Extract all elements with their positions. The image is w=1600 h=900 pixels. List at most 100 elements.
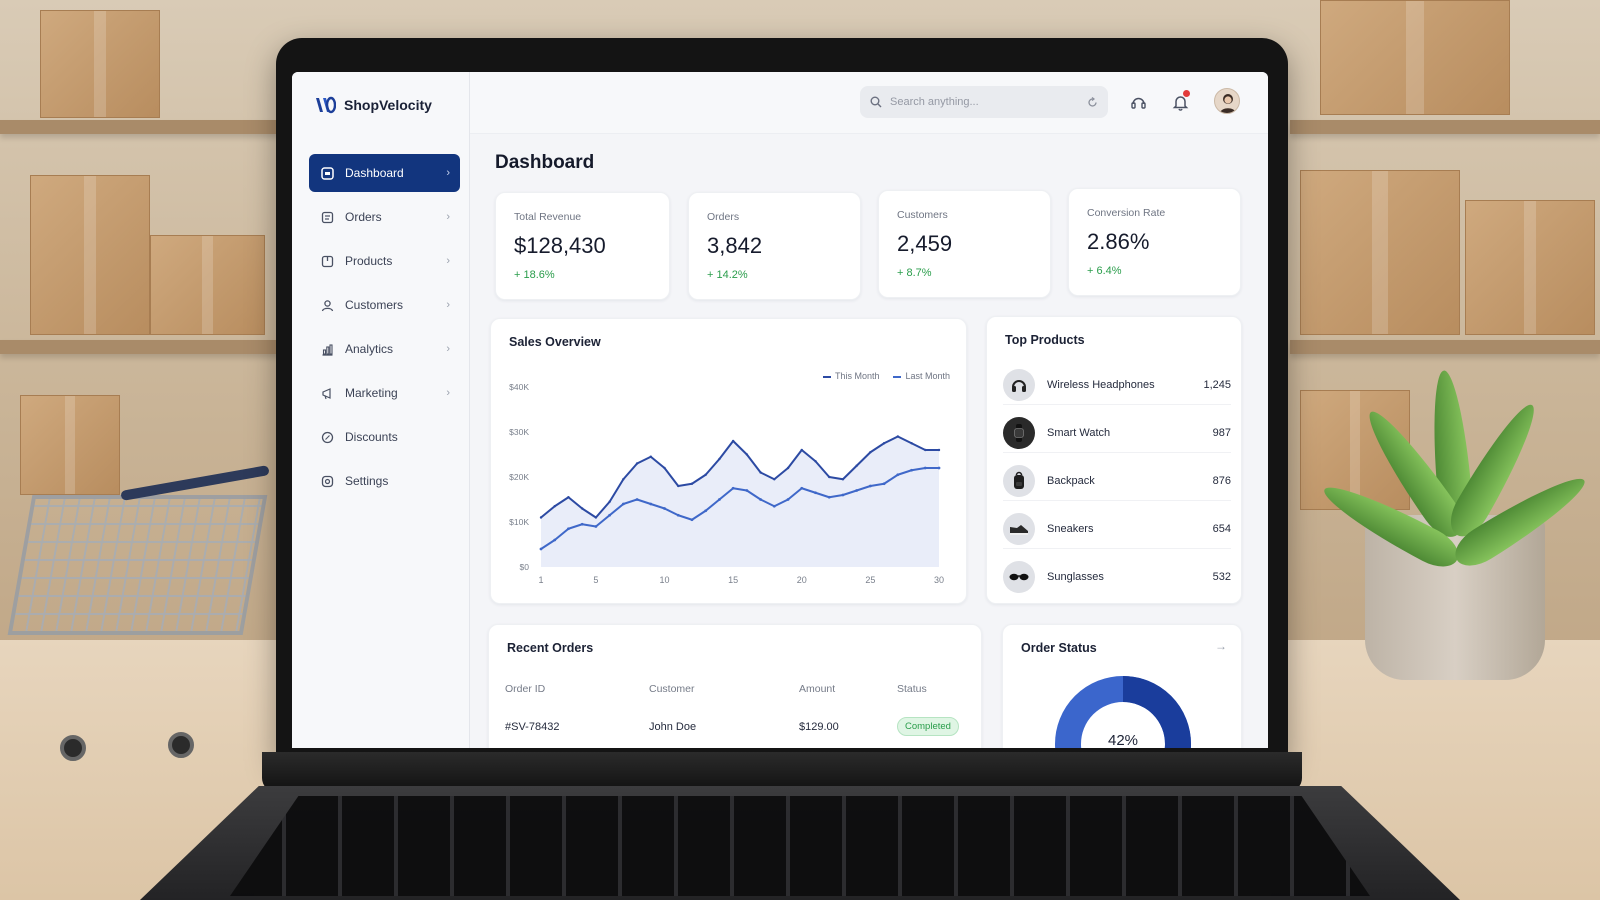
data-point-this-month (896, 435, 900, 438)
kpi-card-customers[interactable]: Customers 2,459 + 8.7% (878, 190, 1051, 298)
data-point-this-month (567, 496, 570, 499)
kpi-card-revenue[interactable]: Total Revenue $128,430 + 18.6% (495, 192, 670, 300)
sidebar-item-discounts[interactable]: Discounts (309, 418, 460, 456)
product-name: Sunglasses (1047, 571, 1104, 583)
order-id[interactable]: #SV-78432 (505, 721, 560, 733)
data-point-this-month (869, 451, 872, 454)
product-value: 532 (1212, 571, 1231, 583)
brand[interactable]: ShopVelocity (314, 96, 432, 114)
data-point-last-month (718, 498, 721, 501)
kpi-value: 2.86% (1087, 229, 1150, 254)
sidebar-item-label: Products (345, 254, 393, 268)
chevron-right-icon: › (446, 255, 450, 267)
data-point-last-month (731, 486, 735, 490)
status-badge: Completed (897, 717, 959, 736)
sidebar-item-marketing[interactable]: Marketing › (309, 374, 460, 412)
marketing-icon (319, 385, 335, 401)
list-item[interactable]: Wireless Headphones 1,245 (1003, 365, 1231, 405)
kpi-card-orders[interactable]: Orders 3,842 + 14.2% (688, 192, 861, 300)
arrow-right-icon[interactable]: → (1215, 639, 1227, 653)
data-point-last-month (759, 498, 762, 501)
sidebar-item-orders[interactable]: Orders › (309, 198, 460, 236)
product-value: 987 (1212, 426, 1231, 439)
cardboard-box (1465, 200, 1595, 335)
order-status-card: Order Status → 42% (1002, 624, 1242, 748)
x-tick-label: 1 (538, 575, 543, 585)
support-icon[interactable] (1126, 90, 1150, 114)
data-point-this-month (773, 478, 776, 481)
data-point-last-month (663, 507, 666, 510)
sidebar-item-dashboard[interactable]: Dashboard › (309, 154, 460, 192)
data-point-last-month (786, 498, 790, 501)
column-header[interactable]: Status (897, 683, 927, 695)
chevron-right-icon: › (446, 211, 450, 223)
sidebar-item-label: Orders (345, 210, 382, 224)
data-point-this-month (828, 475, 831, 479)
data-point-last-month (594, 525, 598, 528)
sidebar-item-label: Settings (345, 474, 389, 488)
brand-name: ShopVelocity (344, 97, 432, 113)
x-tick-label: 5 (593, 575, 598, 585)
kpi-value: $128,430 (514, 233, 606, 258)
shelf (0, 120, 280, 134)
data-point-this-month (814, 460, 817, 463)
list-item[interactable]: Backpack 876 (1003, 461, 1231, 501)
data-point-last-month (772, 504, 776, 508)
list-item[interactable]: Sneakers 654 (1003, 509, 1231, 549)
cardboard-box (30, 175, 150, 335)
data-point-last-month (800, 486, 804, 490)
data-point-last-month (745, 489, 749, 492)
customers-icon (319, 297, 335, 313)
data-point-last-month (937, 466, 941, 470)
list-item[interactable]: Sunglasses 532 (1003, 557, 1231, 597)
column-header[interactable]: Amount (799, 683, 836, 695)
x-tick-label: 30 (934, 575, 944, 585)
data-point-this-month (841, 478, 845, 481)
search-bar[interactable] (860, 86, 1108, 118)
orders-icon (319, 209, 335, 225)
card-title: Order Status (1021, 641, 1097, 655)
product-value: 876 (1212, 474, 1231, 487)
sidebar-item-customers[interactable]: Customers › (309, 286, 460, 324)
sidebar-item-label: Dashboard (345, 166, 404, 180)
kpi-label: Orders (707, 211, 740, 223)
column-header[interactable]: Order ID (505, 683, 546, 695)
shelf (1290, 120, 1600, 134)
shelf (0, 340, 280, 354)
data-point-last-month (882, 482, 886, 486)
y-tick-label: $0 (520, 562, 530, 572)
kpi-card-conversion[interactable]: Conversion Rate 2.86% + 6.4% (1068, 188, 1241, 296)
settings-icon (319, 473, 335, 489)
refresh-icon[interactable] (1087, 96, 1098, 108)
kpi-change: + 8.7% (897, 267, 932, 279)
column-header[interactable]: Customer (649, 683, 695, 695)
avatar[interactable] (1214, 88, 1240, 114)
data-point-this-month (594, 516, 598, 519)
laptop-keyboard (230, 796, 1370, 896)
data-point-last-month (704, 509, 708, 513)
data-point-last-month (896, 473, 900, 477)
donut-segment (1055, 676, 1191, 748)
sidebar-item-products[interactable]: Products › (309, 242, 460, 280)
card-title: Sales Overview (509, 335, 601, 349)
y-tick-label: $10K (509, 517, 529, 527)
sidebar-item-settings[interactable]: Settings (309, 462, 460, 500)
sidebar-item-label: Discounts (345, 430, 398, 444)
data-point-this-month (580, 507, 584, 510)
data-point-last-month (635, 498, 639, 501)
search-input[interactable] (890, 96, 1079, 108)
data-point-last-month (649, 502, 653, 506)
list-item[interactable]: Smart Watch 987 (1003, 413, 1231, 453)
discounts-icon (319, 429, 335, 445)
chevron-right-icon: › (446, 343, 450, 355)
order-amount: $129.00 (799, 721, 839, 733)
data-point-last-month (580, 522, 584, 526)
data-point-last-month (676, 513, 680, 517)
data-point-this-month (731, 439, 735, 443)
kpi-change: + 6.4% (1087, 265, 1122, 277)
bell-icon[interactable] (1168, 90, 1192, 114)
sidebar-item-analytics[interactable]: Analytics › (309, 330, 460, 368)
data-point-this-month (759, 471, 762, 474)
data-point-this-month (690, 482, 694, 485)
